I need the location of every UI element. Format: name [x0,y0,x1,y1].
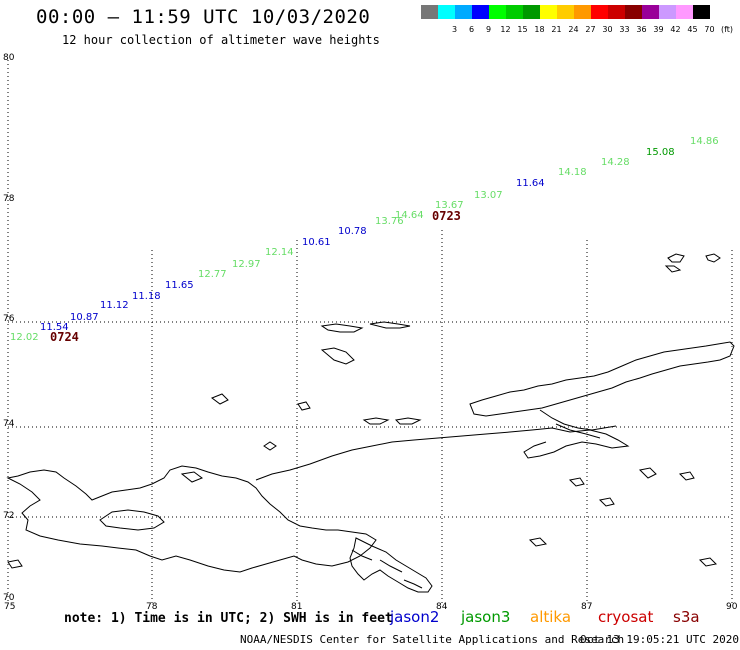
legend-label: 70 [704,25,714,34]
swh-label: 12.97 [232,259,261,270]
swh-label: 11.65 [165,280,194,291]
legend-swatch [489,5,506,19]
coastline [6,253,735,593]
y-tick-label: 76 [3,314,15,324]
swh-label: 14.18 [558,167,587,178]
altimeter-track: 12.02 11.54 10.87 11.12 11.18 11.65 12.7… [10,136,719,344]
satellite-legend-jason3: jason3 [461,608,511,626]
legend-swatch [523,5,540,19]
swh-label: 10.87 [70,312,99,323]
legend-label: 9 [486,25,491,34]
satellite-legend-jason2: jason2 [390,608,440,626]
legend-swatch [676,5,693,19]
legend-label: 45 [687,25,697,34]
x-axis-labels: 75 78 81 84 87 90 [4,602,738,612]
legend-label: 27 [585,25,595,34]
legend-swatch [455,5,472,19]
swh-label: 14.28 [601,157,630,168]
legend-swatch [642,5,659,19]
map-subtitle: 12 hour collection of altimeter wave hei… [62,33,380,47]
legend-swatch [693,5,710,19]
legend-swatch [625,5,642,19]
swh-label: 15.08 [646,147,675,158]
swh-label: 11.12 [100,300,129,311]
legend-unit: (ft) [721,25,733,34]
legend-swatch [540,5,557,19]
legend-swatch [574,5,591,19]
time-label: 0723 [432,209,461,223]
swh-label: 10.78 [338,226,367,237]
legend-swatch [506,5,523,19]
footer-note: note: 1) Time is in UTC; 2) SWH is in fe… [64,611,393,626]
swh-label: 11.54 [40,322,69,333]
x-tick-label: 78 [146,602,158,612]
swh-label: 12.14 [265,247,294,258]
legend-label: 24 [568,25,578,34]
legend-label: 15 [517,25,527,34]
legend-label: 3 [452,25,457,34]
x-tick-label: 75 [4,602,15,612]
swh-label: 13.07 [474,190,503,201]
swh-label: 13.76 [375,216,404,227]
x-tick-label: 90 [726,602,738,612]
satellite-legend-s3a: s3a [673,608,700,626]
generated-timestamp: Oct 13 19:05:21 UTC 2020 [580,633,739,646]
legend-label: 39 [653,25,663,34]
credit-text: NOAA/NESDIS Center for Satellite Applica… [240,633,625,646]
x-tick-label: 84 [436,602,448,612]
legend-swatch [421,5,438,19]
legend-label: 30 [602,25,612,34]
swh-label: 14.86 [690,136,719,147]
graticule [7,60,733,603]
swh-label: 12.77 [198,269,227,280]
satellite-legend-cryosat: cryosat [598,608,654,626]
swh-label: 11.18 [132,291,161,302]
swh-label: 12.02 [10,332,39,343]
legend-swatch [472,5,489,19]
swh-label: 10.61 [302,237,331,248]
x-tick-label: 87 [581,602,592,612]
y-tick-label: 72 [3,511,14,521]
legend-label: 21 [551,25,561,34]
legend-swatch [438,5,455,19]
swh-label: 13.67 [435,200,464,211]
swh-label: 11.64 [516,178,545,189]
map-title: 00:00 – 11:59 UTC 10/03/2020 [36,6,371,28]
legend-label: 36 [636,25,646,34]
legend-swatch [659,5,676,19]
legend-swatch [591,5,608,19]
x-tick-label: 81 [291,602,302,612]
y-tick-label: 80 [3,53,15,63]
color-legend: 3 6 9 12 15 18 21 24 27 30 33 36 39 42 45 70 (ft) [421,5,733,34]
y-tick-label: 74 [3,419,15,429]
legend-label: 33 [619,25,629,34]
time-label: 0724 [50,330,79,344]
satellite-legend-altika: altika [530,608,572,626]
swh-label: 14.64 [395,210,424,221]
legend-label: 12 [500,25,510,34]
y-tick-label: 70 [3,593,15,603]
legend-swatch [608,5,625,19]
y-tick-label: 78 [3,194,15,204]
legend-swatch [557,5,574,19]
y-axis-labels: 80 78 76 74 72 70 [3,53,15,603]
legend-label: 18 [534,25,544,34]
legend-label: 42 [670,25,680,34]
legend-label: 6 [469,25,474,34]
